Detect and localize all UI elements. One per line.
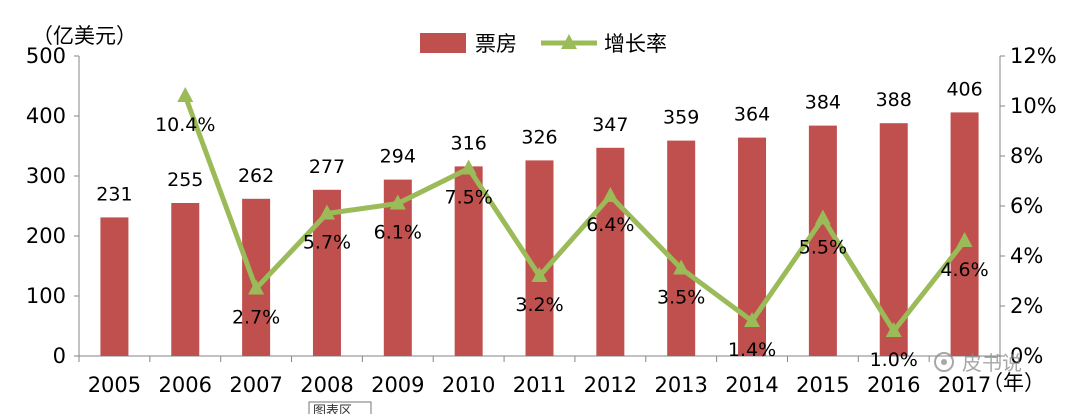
x-axis-ticks: 2005 2006 2007 2008 2009 2010 2011 2012 2013 2014…	[78, 356, 1001, 397]
x-tick-label: 2011	[513, 373, 566, 397]
left-tick-label: 300	[26, 164, 66, 188]
bar-value-label: 255	[167, 169, 203, 191]
left-tick-label: 100	[26, 284, 66, 308]
x-tick-label: 2006	[159, 373, 212, 397]
bar-value-label: 347	[592, 114, 628, 136]
left-tick-label: 400	[26, 104, 66, 128]
line-series	[177, 87, 973, 337]
bar-value-label: 384	[805, 92, 841, 114]
bar-value-label: 388	[876, 89, 912, 111]
line-marker	[177, 87, 194, 102]
x-tick-label: 2008	[300, 373, 353, 397]
bar	[454, 166, 483, 356]
line-value-label: 7.5%	[445, 187, 493, 209]
x-tick-label: 2007	[229, 373, 282, 397]
watermark: 皮书说	[934, 351, 1022, 375]
line-marker	[956, 232, 973, 247]
line-marker	[248, 279, 265, 295]
line-value-label: 6.4%	[586, 214, 634, 236]
line-marker	[531, 267, 548, 282]
left-axis-ticks: 0 100 200 300 400 500	[26, 44, 79, 368]
line-value-label: 5.7%	[303, 232, 351, 254]
right-tick-label: 8%	[1010, 144, 1043, 168]
growth-line	[182, 95, 967, 334]
legend-marker-triangle	[561, 34, 577, 49]
bar-value-label: 326	[521, 126, 557, 148]
right-tick-label: 2%	[1010, 294, 1043, 318]
line-value-label: 1.0%	[870, 349, 918, 371]
line-data-labels: 10.4% 2.7% 5.7% 6.1% 7.5% 3.2% 6.4% 3.5% 1.4% 5.5…	[155, 114, 989, 371]
line-value-label: 3.2%	[515, 294, 563, 316]
x-tick-label: 2013	[654, 373, 707, 397]
right-tick-label: 6%	[1010, 194, 1043, 218]
legend-label-bar: 票房	[475, 32, 517, 56]
left-tick-label: 200	[26, 224, 66, 248]
right-axis-ticks: 0% 2% 4% 6% 8% 10% 12%	[1000, 44, 1057, 368]
bar-value-label: 364	[734, 104, 770, 126]
watermark-text: 皮书说	[962, 351, 1022, 375]
right-tick-label: 10%	[1010, 94, 1057, 118]
line-value-label: 1.4%	[728, 339, 776, 361]
x-tick-label: 2012	[584, 373, 637, 397]
watermark-icon	[934, 352, 954, 372]
bar	[596, 147, 625, 356]
x-axis-unit: （年）	[982, 371, 1045, 395]
y-axis-unit: （亿美元）	[32, 24, 137, 48]
x-tick-label: 2010	[442, 373, 495, 397]
bar-value-label: 231	[96, 183, 132, 205]
right-tick-label: 0%	[1010, 344, 1043, 368]
bar	[171, 203, 200, 356]
x-tick-label: 2009	[371, 373, 424, 397]
bar-value-label: 406	[946, 78, 982, 100]
watermark-icon-dot	[941, 359, 947, 365]
x-tick-label: 2015	[796, 373, 849, 397]
legend: 票房 增长率	[420, 32, 667, 56]
line-value-label: 5.5%	[799, 237, 847, 259]
line-marker	[602, 187, 619, 202]
line-marker	[673, 259, 690, 275]
line-marker	[318, 204, 335, 220]
x-tick-label: 2017	[938, 373, 991, 397]
bar-value-label: 359	[663, 107, 699, 129]
x-tick-label: 2016	[867, 373, 920, 397]
line-marker	[460, 159, 477, 175]
bar-data-labels: 231 255 262 277 294 316 326 347 359 364 384 388 406	[96, 78, 982, 205]
bar-value-label: 277	[309, 156, 345, 178]
line-value-label: 2.7%	[232, 307, 280, 329]
bar-value-label: 262	[238, 165, 274, 187]
line-marker	[744, 312, 761, 327]
bar-value-label: 294	[380, 146, 416, 168]
left-tick-label: 500	[26, 44, 66, 68]
line-marker	[814, 209, 831, 225]
tooltip-text: 图表区	[313, 404, 352, 414]
x-tick-label: 2005	[88, 373, 141, 397]
bar	[667, 140, 696, 356]
line-value-label: 3.5%	[657, 287, 705, 309]
line-marker	[885, 322, 902, 337]
line-value-label: 4.6%	[940, 259, 988, 281]
right-tick-label: 4%	[1010, 244, 1043, 268]
left-tick-label: 0	[53, 344, 66, 368]
legend-label-line: 增长率	[604, 32, 667, 56]
x-tick-label: 2014	[725, 373, 778, 397]
chart-area-tooltip: 图表区	[308, 401, 372, 414]
bar-value-label: 316	[451, 132, 487, 154]
bar	[808, 125, 837, 356]
legend-swatch-bar	[420, 33, 466, 53]
right-tick-label: 12%	[1010, 44, 1057, 68]
tooltip-box	[308, 401, 372, 414]
bar	[100, 217, 129, 356]
line-value-label: 10.4%	[155, 114, 215, 136]
line-value-label: 6.1%	[374, 222, 422, 244]
line-marker	[389, 194, 406, 210]
bar-series	[100, 112, 979, 357]
